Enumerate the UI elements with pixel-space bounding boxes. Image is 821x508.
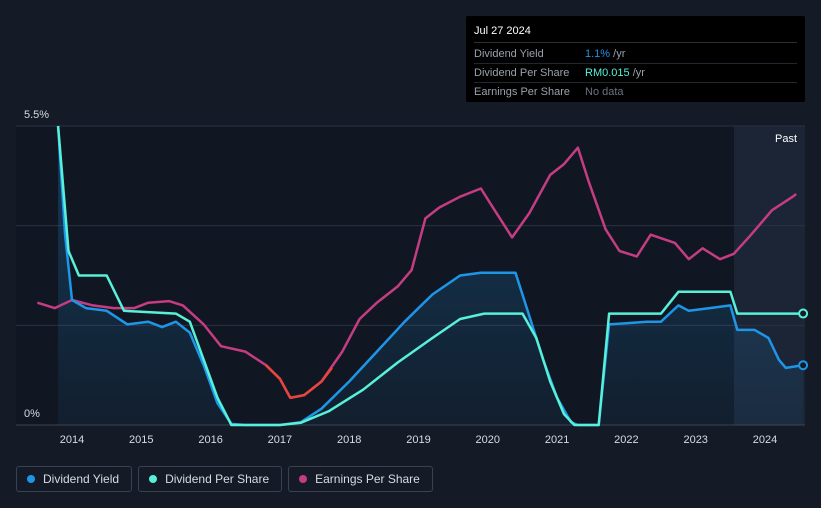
dividend-yield-line bbox=[56, 125, 804, 427]
x-tick-label: 2017 bbox=[268, 434, 292, 446]
x-tick-label: 2018 bbox=[337, 434, 361, 446]
tooltip-label: Dividend Per Share bbox=[474, 67, 570, 79]
chart-legend: Dividend Yield Dividend Per Share Earnin… bbox=[16, 466, 433, 492]
dividend-per-share-line bbox=[56, 125, 804, 427]
hover-tooltip: Jul 27 2024 Dividend Yield 1.1% /yr Divi… bbox=[466, 16, 805, 102]
tooltip-value: No data bbox=[585, 86, 624, 98]
legend-item-dividend-yield[interactable]: Dividend Yield bbox=[16, 466, 133, 492]
y-tick-label-top: 5.5% bbox=[24, 109, 49, 121]
chart-series bbox=[37, 125, 809, 427]
tooltip-label: Earnings Per Share bbox=[474, 86, 570, 98]
y-tick-label-bottom: 0% bbox=[24, 408, 40, 420]
tooltip-label: Dividend Yield bbox=[474, 48, 544, 60]
dividend-yield-end-marker bbox=[798, 360, 809, 371]
tooltip-date: Jul 27 2024 bbox=[474, 24, 797, 43]
dividend-per-share-end-marker bbox=[798, 308, 809, 319]
legend-item-earnings-per-share[interactable]: Earnings Per Share bbox=[288, 466, 433, 492]
tooltip-row-dividend-yield: Dividend Yield 1.1% /yr bbox=[474, 45, 797, 64]
x-tick-label: 2024 bbox=[753, 434, 777, 446]
dividend-yield-area bbox=[58, 126, 804, 425]
tooltip-unit: /yr bbox=[610, 48, 626, 60]
x-tick-label: 2023 bbox=[683, 434, 707, 446]
legend-dot-icon bbox=[299, 475, 308, 483]
x-tick-label: 2014 bbox=[60, 434, 84, 446]
x-tick-label: 2022 bbox=[614, 434, 638, 446]
earnings-per-share-negative-line bbox=[265, 364, 333, 400]
legend-dot-icon bbox=[149, 475, 158, 483]
x-tick-label: 2019 bbox=[406, 434, 430, 446]
x-tick-label: 2020 bbox=[476, 434, 500, 446]
tooltip-unit: /yr bbox=[629, 67, 645, 79]
legend-item-dividend-per-share[interactable]: Dividend Per Share bbox=[138, 466, 283, 492]
legend-dot-icon bbox=[27, 475, 35, 483]
tooltip-value: 1.1% bbox=[585, 48, 611, 60]
x-tick-label: 2015 bbox=[129, 434, 153, 446]
chart-axes: 2014 2015 2016 2017 2018 2019 2020 2021 2022 2023… bbox=[60, 434, 777, 446]
legend-label: Earnings Per Share bbox=[315, 472, 420, 486]
x-tick-label: 2021 bbox=[545, 434, 569, 446]
tooltip-row-dividend-per-share: Dividend Per Share RM0.015 /yr bbox=[474, 64, 797, 83]
legend-label: Dividend Per Share bbox=[165, 472, 270, 486]
earnings-per-share-line bbox=[37, 146, 797, 400]
tooltip-value: RM0.015 bbox=[585, 67, 630, 79]
x-tick-label: 2016 bbox=[198, 434, 222, 446]
legend-label: Dividend Yield bbox=[43, 472, 120, 486]
tooltip-row-earnings-per-share: Earnings Per Share No data bbox=[474, 83, 797, 101]
past-label: Past bbox=[775, 133, 797, 145]
